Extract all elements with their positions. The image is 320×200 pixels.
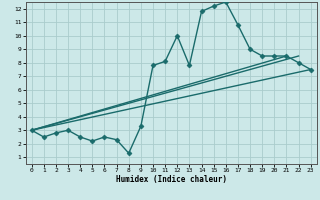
X-axis label: Humidex (Indice chaleur): Humidex (Indice chaleur) bbox=[116, 175, 227, 184]
